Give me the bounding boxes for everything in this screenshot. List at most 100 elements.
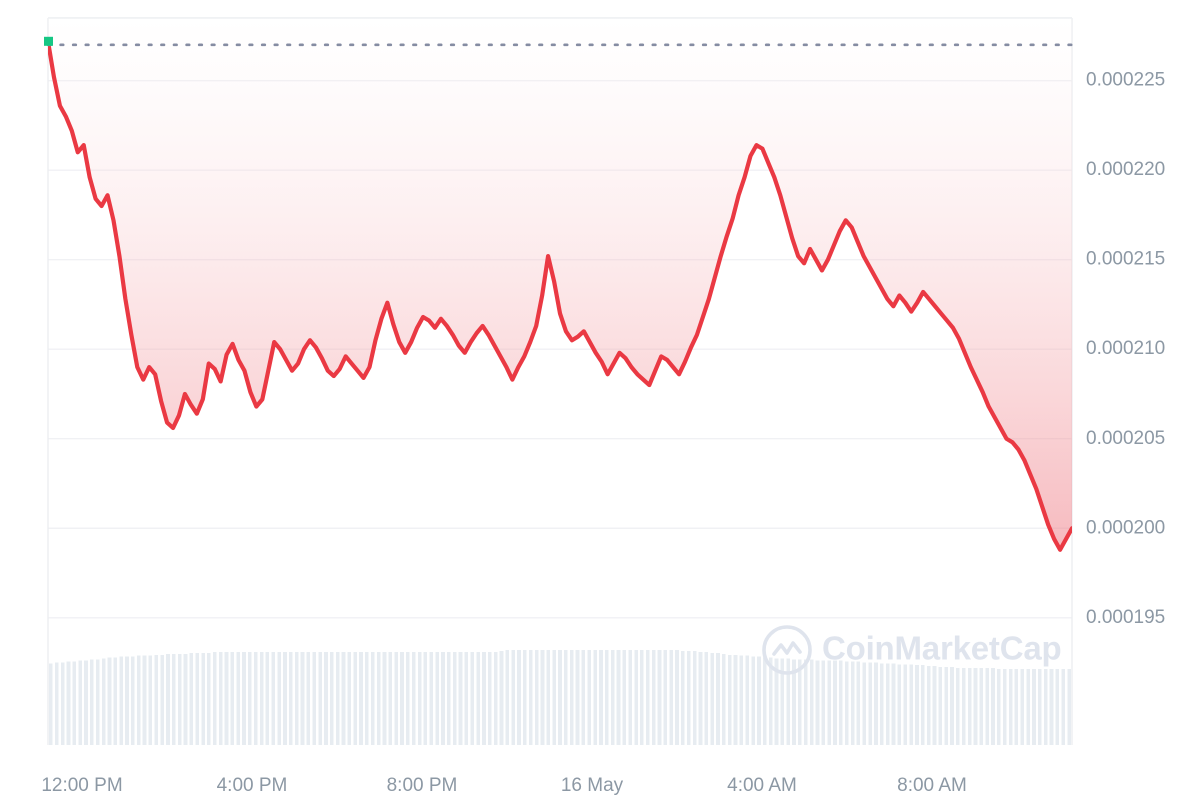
volume-bar	[476, 651, 480, 745]
volume-bar	[523, 650, 527, 745]
y-axis-tick-label: 0.000200	[1086, 517, 1165, 538]
volume-bar	[645, 650, 650, 745]
volume-bar	[1067, 669, 1071, 745]
volume-bar	[581, 650, 586, 745]
volume-bar	[207, 652, 211, 745]
volume-bar	[751, 656, 755, 745]
volume-bar	[1043, 669, 1048, 745]
volume-bar	[780, 658, 785, 745]
y-axis-tick-label: 0.000215	[1086, 249, 1165, 270]
volume-bar	[300, 651, 305, 745]
volume-bar	[903, 664, 908, 745]
volume-bar	[710, 652, 714, 745]
volume-bar	[622, 650, 627, 745]
volume-bar	[487, 651, 492, 745]
volume-bar	[938, 667, 943, 745]
volume-bar	[306, 651, 311, 745]
volume-bar	[868, 662, 872, 745]
price-series	[48, 18, 1072, 552]
volume-bar	[681, 650, 685, 745]
volume-bar	[733, 654, 738, 745]
volume-bar	[464, 651, 469, 745]
volume-bar	[1049, 669, 1054, 745]
volume-bar	[897, 664, 902, 745]
price-area-fill	[48, 18, 1072, 550]
volume-bar	[926, 666, 931, 745]
volume-bar	[447, 651, 451, 745]
volume-bar	[294, 651, 299, 745]
y-axis-tick-label: 0.000205	[1086, 428, 1165, 449]
volume-bar	[265, 651, 270, 745]
watermark-label: CoinMarketCap	[822, 630, 1061, 667]
volume-bar	[482, 651, 486, 745]
volume-bar	[1026, 669, 1030, 745]
volume-bar	[318, 651, 322, 745]
x-axis-tick-label: 8:00 PM	[387, 775, 458, 796]
volume-bar	[201, 652, 205, 745]
volume-bar	[347, 651, 352, 745]
volume-bar	[212, 651, 217, 745]
volume-bar	[768, 657, 773, 745]
volume-bar	[616, 650, 621, 745]
volume-bar	[84, 660, 88, 745]
volume-bar	[171, 653, 176, 745]
volume-bar	[218, 651, 223, 745]
volume-bar	[230, 651, 235, 745]
volume-bar	[985, 668, 989, 745]
volume-bar	[66, 661, 71, 745]
volume-bar	[722, 653, 726, 745]
volume-bar	[406, 651, 410, 745]
volume-bar	[856, 661, 861, 745]
volume-bar	[499, 650, 504, 745]
volume-bar	[564, 650, 568, 745]
volume-bar	[289, 651, 293, 745]
volume-bar	[160, 654, 164, 745]
volume-bar	[242, 651, 246, 745]
volume-bar	[534, 650, 539, 745]
volume-bar	[979, 668, 984, 745]
volume-bar	[470, 651, 475, 745]
volume-bar	[388, 651, 393, 745]
volume-bar	[640, 650, 644, 745]
x-axis-tick-label: 12:00 PM	[41, 775, 122, 796]
volume-bar	[177, 653, 182, 745]
volume-bar	[844, 661, 849, 745]
volume-bar	[634, 650, 638, 745]
price-line	[48, 39, 1072, 552]
volume-bar	[610, 650, 615, 745]
volume-bar	[891, 663, 896, 745]
volume-bar	[417, 651, 422, 745]
volume-bar	[528, 650, 533, 745]
volume-bar	[423, 651, 428, 745]
series-start-marker	[44, 36, 53, 46]
volume-bar	[739, 655, 744, 745]
volume-bar	[991, 668, 995, 745]
volume-bar	[95, 659, 100, 745]
volume-bar	[329, 651, 334, 745]
volume-bar	[78, 660, 82, 745]
volume-bar	[166, 653, 170, 745]
volume-bar	[113, 657, 118, 745]
volume-bar	[505, 650, 510, 745]
volume-bar	[72, 661, 77, 745]
volume-bar	[792, 659, 796, 745]
volume-bar	[880, 663, 884, 745]
volume-bar	[365, 651, 369, 745]
y-axis-tick-label: 0.000220	[1086, 159, 1165, 180]
volume-bar	[727, 654, 732, 745]
volume-bar	[973, 668, 978, 745]
volume-bars	[49, 650, 1071, 745]
volume-bar	[49, 663, 53, 745]
volume-bar	[517, 650, 521, 745]
volume-bar	[125, 656, 129, 745]
volume-bar	[324, 651, 328, 745]
volume-bar	[189, 652, 194, 745]
y-axis-labels: 0.000225 0.000220 0.000215 0.000210 0.000205…	[1086, 70, 1165, 628]
volume-bar	[950, 667, 954, 745]
volume-bar	[669, 650, 673, 745]
y-axis-tick-label: 0.000210	[1086, 338, 1165, 359]
volume-bar	[394, 651, 398, 745]
volume-bar	[663, 650, 668, 745]
